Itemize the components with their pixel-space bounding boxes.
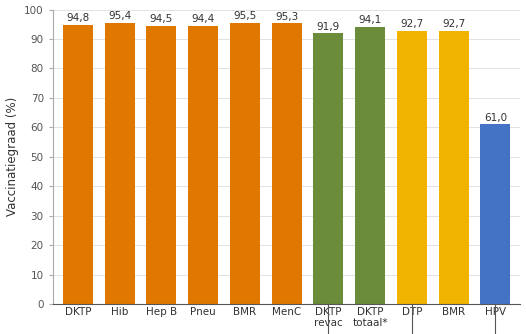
Text: 94,8: 94,8 xyxy=(66,13,89,23)
Text: 92,7: 92,7 xyxy=(400,19,423,29)
Bar xyxy=(188,26,218,304)
Bar xyxy=(439,31,469,304)
Text: 94,5: 94,5 xyxy=(150,14,173,24)
Text: 91,9: 91,9 xyxy=(317,22,340,32)
Bar xyxy=(146,26,176,304)
Bar xyxy=(230,23,260,304)
Y-axis label: Vaccinatiegraad (%): Vaccinatiegraad (%) xyxy=(6,97,18,216)
Bar xyxy=(355,27,385,304)
Text: 61,0: 61,0 xyxy=(484,113,507,123)
Bar xyxy=(397,31,427,304)
Bar xyxy=(63,25,93,304)
Text: 95,5: 95,5 xyxy=(233,11,257,21)
Text: 92,7: 92,7 xyxy=(442,19,466,29)
Bar xyxy=(480,124,510,304)
Bar xyxy=(313,33,343,304)
Bar xyxy=(271,23,301,304)
Text: 95,3: 95,3 xyxy=(275,12,298,22)
Bar xyxy=(105,23,135,304)
Text: 94,1: 94,1 xyxy=(359,15,382,25)
Text: 94,4: 94,4 xyxy=(191,14,215,24)
Text: 95,4: 95,4 xyxy=(108,11,131,21)
